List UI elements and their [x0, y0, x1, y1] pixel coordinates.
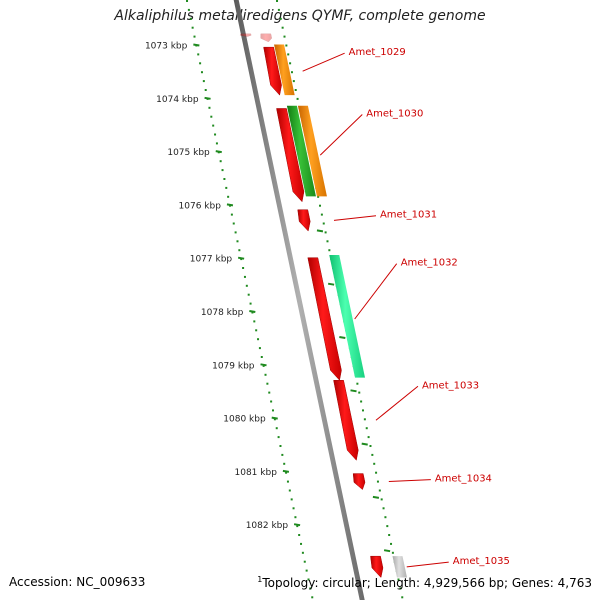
scale-tick-mark — [271, 416, 278, 420]
scale-tick-mark — [215, 150, 222, 154]
gene-label-leader — [388, 479, 431, 483]
scale-tick-label: 1081 kbp — [235, 468, 278, 478]
gene-label: Amet_1034 — [435, 474, 492, 485]
gene-label-leader — [333, 215, 377, 221]
scale-tick-mark — [383, 549, 391, 553]
scale-tick-mark — [260, 363, 267, 367]
gene-labels: Amet_1029 Amet_1030 Amet_1031 Amet_1032 Amet… — [302, 47, 510, 568]
scale-tick-label: 1082 kbp — [246, 521, 289, 531]
scale-tick-mark — [204, 96, 211, 100]
gene-feature-5 — [286, 105, 316, 197]
gene-track — [239, 33, 407, 579]
gene-Amet_1035 — [370, 555, 384, 579]
scale-tick-mark — [226, 203, 234, 207]
scale-tick-mark — [282, 469, 290, 473]
scale-tick-mark — [316, 229, 324, 233]
gene-feature-13 — [392, 556, 407, 578]
topology-value: Topology: circular; Length: 4,929,566 bp… — [262, 576, 592, 590]
gene-feature-3 — [274, 44, 295, 96]
scale-tick-mark — [361, 442, 368, 446]
scale-tick-mark — [339, 336, 346, 339]
scale-tick-mark — [293, 523, 301, 527]
gene-feature-6 — [297, 105, 327, 197]
genome-title: Alkaliphilus metalliredigens QYMF, compl… — [114, 8, 486, 24]
accession-text: Accession: NC_009633 — [9, 575, 146, 589]
scale-tick-label: 1079 kbp — [212, 361, 255, 371]
gene-label: Amet_1030 — [366, 108, 423, 119]
scale-tick-mark — [193, 43, 200, 47]
gene-label: Amet_1029 — [349, 47, 406, 58]
gene-feature-1 — [260, 33, 273, 43]
gene-label: Amet_1033 — [422, 380, 479, 391]
gene-Amet_1031 — [297, 209, 311, 232]
gene-Amet_1034 — [352, 473, 366, 490]
scale-tick-mark — [350, 389, 357, 393]
gene-Amet_1032 — [307, 257, 342, 381]
topology-text: 1Topology: circular; Length: 4,929,566 b… — [257, 575, 592, 590]
gene-label-leader — [375, 385, 419, 421]
scale-tick-mark — [237, 256, 245, 260]
scale-tick-label: 1074 kbp — [156, 95, 199, 105]
backbone — [233, 0, 365, 600]
gene-label-leader — [319, 114, 363, 156]
scale-tick-label: 1080 kbp — [223, 415, 266, 425]
scale-tick-mark — [372, 495, 380, 499]
scale-tick-label: 1078 kbp — [201, 308, 244, 318]
gene-label: Amet_1032 — [401, 258, 458, 269]
gene-label: Amet_1031 — [380, 210, 437, 221]
scale-tick-label: 1075 kbp — [167, 148, 210, 158]
scale-tick-mark — [249, 310, 256, 313]
scale-tick-label: 1077 kbp — [190, 255, 233, 265]
gene-label-leader — [354, 263, 398, 320]
gene-feature-9 — [329, 255, 366, 378]
scale-tick-label: 1073 kbp — [145, 42, 188, 52]
gene-feature-0 — [239, 33, 252, 37]
gene-Amet_1033 — [333, 380, 359, 461]
gene-label-leader — [406, 561, 449, 568]
gene-Amet_1030 — [276, 108, 305, 203]
gene-Amet_1029 — [263, 46, 282, 96]
genome-backbone — [233, 0, 365, 600]
gene-label: Amet_1035 — [453, 556, 510, 567]
scale-ticks: 1073 kbp 1074 kbp 1075 kbp 1076 kbp 1077 kbp… — [145, 0, 404, 599]
scale-tick-label: 1076 kbp — [179, 201, 222, 211]
gene-label-leader — [302, 52, 345, 72]
topology-marker: 1 — [257, 575, 263, 584]
scale-tick-mark — [327, 282, 335, 286]
